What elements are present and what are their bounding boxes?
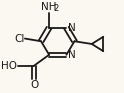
Text: Cl: Cl (14, 34, 24, 44)
Text: HO: HO (1, 61, 17, 71)
Text: N: N (68, 23, 76, 33)
Text: 2: 2 (53, 4, 59, 13)
Text: NH: NH (41, 2, 56, 12)
Text: N: N (68, 50, 76, 60)
Text: O: O (30, 81, 38, 90)
